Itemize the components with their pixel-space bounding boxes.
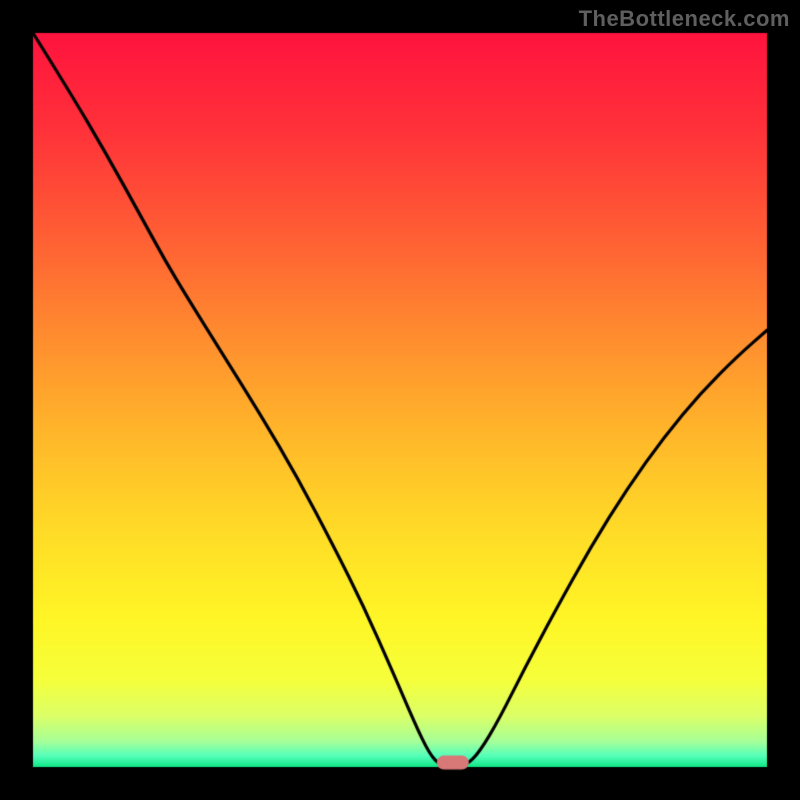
chart-container: TheBottleneck.com: [0, 0, 800, 800]
bottleneck-curve-chart: [0, 0, 800, 800]
watermark-label: TheBottleneck.com: [579, 6, 790, 32]
